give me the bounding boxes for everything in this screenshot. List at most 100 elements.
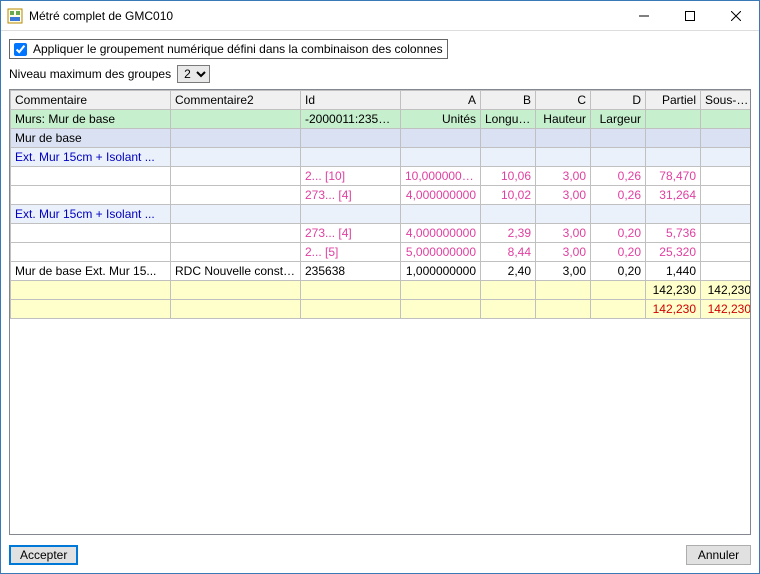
cell-id: -2000011:235565...: [301, 110, 401, 129]
cell-a: Unités: [401, 110, 481, 129]
cell-partiel: [646, 110, 701, 129]
content-area: Appliquer le groupement numérique défini…: [1, 31, 759, 539]
cell-soustotal: [701, 262, 752, 281]
cell-c: 3,00: [536, 224, 591, 243]
grouping-checkbox-row[interactable]: Appliquer le groupement numérique défini…: [9, 39, 448, 59]
cell-soustotal: [701, 186, 752, 205]
cell-a: 1,000000000: [401, 262, 481, 281]
cell-commentaire2: RDC Nouvelle constructi...: [171, 262, 301, 281]
table-row[interactable]: 2... [5]5,0000000008,443,000,2025,320: [11, 243, 752, 262]
cell-c: Hauteur: [536, 110, 591, 129]
table-row[interactable]: Mur de base: [11, 129, 752, 148]
cell-soustotal: [701, 129, 752, 148]
cell-commentaire2: [171, 300, 301, 319]
cell-commentaire: Murs: Mur de base: [11, 110, 171, 129]
cell-d: 0,20: [591, 243, 646, 262]
table-row[interactable]: 142,230142,230: [11, 281, 752, 300]
cell-b: [481, 148, 536, 167]
table-row[interactable]: 273... [4]4,00000000010,023,000,2631,264: [11, 186, 752, 205]
cell-c: [536, 300, 591, 319]
table-row[interactable]: 2... [10]10,00000000010,063,000,2678,470: [11, 167, 752, 186]
cell-d: [591, 205, 646, 224]
cell-id: [301, 300, 401, 319]
cell-soustotal: [701, 243, 752, 262]
cell-soustotal: [701, 148, 752, 167]
col-header-a[interactable]: A: [401, 91, 481, 110]
cell-partiel: 142,230: [646, 300, 701, 319]
cell-partiel: 25,320: [646, 243, 701, 262]
cell-partiel: 31,264: [646, 186, 701, 205]
col-header-c[interactable]: C: [536, 91, 591, 110]
cell-id: [301, 205, 401, 224]
col-header-b[interactable]: B: [481, 91, 536, 110]
cell-c: 3,00: [536, 167, 591, 186]
cell-a: 4,000000000: [401, 224, 481, 243]
cell-b: 2,40: [481, 262, 536, 281]
col-header-commentaire[interactable]: Commentaire: [11, 91, 171, 110]
cell-commentaire: Ext. Mur 15cm + Isolant ...: [11, 205, 171, 224]
cell-a: [401, 281, 481, 300]
cell-id: 235638: [301, 262, 401, 281]
cell-d: 0,26: [591, 167, 646, 186]
minimize-button[interactable]: [621, 1, 667, 30]
cell-commentaire2: [171, 243, 301, 262]
col-header-id[interactable]: Id: [301, 91, 401, 110]
cell-a: [401, 148, 481, 167]
table-row[interactable]: Ext. Mur 15cm + Isolant ...: [11, 205, 752, 224]
app-icon: [7, 8, 23, 24]
cell-id: 273... [4]: [301, 224, 401, 243]
group-level-select[interactable]: 2: [177, 65, 210, 83]
table-row[interactable]: 142,230142,230: [11, 300, 752, 319]
dialog-footer: Accepter Annuler: [1, 539, 759, 573]
cell-commentaire: [11, 167, 171, 186]
col-header-commentaire2[interactable]: Commentaire2: [171, 91, 301, 110]
group-level-label: Niveau maximum des groupes: [9, 67, 171, 81]
table-row[interactable]: Murs: Mur de base -2000011:235565...Unité…: [11, 110, 752, 129]
col-header-d[interactable]: D: [591, 91, 646, 110]
cell-soustotal: [701, 110, 752, 129]
grouping-checkbox-label: Appliquer le groupement numérique défini…: [33, 42, 443, 56]
close-button[interactable]: [713, 1, 759, 30]
cell-id: 2... [5]: [301, 243, 401, 262]
cell-soustotal: 142,230: [701, 300, 752, 319]
cell-a: 5,000000000: [401, 243, 481, 262]
cell-d: [591, 300, 646, 319]
cell-d: 0,20: [591, 224, 646, 243]
table-row[interactable]: Ext. Mur 15cm + Isolant ...: [11, 148, 752, 167]
cell-commentaire: Mur de base: [11, 129, 171, 148]
cell-b: 8,44: [481, 243, 536, 262]
cell-commentaire: [11, 243, 171, 262]
cell-c: [536, 205, 591, 224]
cell-d: [591, 281, 646, 300]
cell-commentaire: [11, 281, 171, 300]
cell-id: [301, 148, 401, 167]
table-row[interactable]: Mur de base Ext. Mur 15...RDC Nouvelle c…: [11, 262, 752, 281]
table-row[interactable]: 273... [4]4,0000000002,393,000,205,736: [11, 224, 752, 243]
group-level-row: Niveau maximum des groupes 2: [9, 65, 751, 83]
col-header-partiel[interactable]: Partiel: [646, 91, 701, 110]
cell-c: 3,00: [536, 262, 591, 281]
table-header-row: Commentaire Commentaire2 Id A B C D Part…: [11, 91, 752, 110]
data-table-container: Commentaire Commentaire2 Id A B C D Part…: [9, 89, 751, 535]
footer-spacer: [86, 545, 678, 565]
maximize-button[interactable]: [667, 1, 713, 30]
cell-b: Longueur: [481, 110, 536, 129]
cell-commentaire: [11, 224, 171, 243]
cell-b: [481, 300, 536, 319]
cell-d: 0,20: [591, 262, 646, 281]
title-bar: Métré complet de GMC010: [1, 1, 759, 31]
cell-commentaire2: [171, 129, 301, 148]
cell-soustotal: [701, 224, 752, 243]
cell-partiel: 5,736: [646, 224, 701, 243]
cancel-button[interactable]: Annuler: [686, 545, 751, 565]
accept-button[interactable]: Accepter: [9, 545, 78, 565]
cell-commentaire2: [171, 167, 301, 186]
cell-b: 10,02: [481, 186, 536, 205]
cell-d: [591, 148, 646, 167]
cell-partiel: [646, 205, 701, 224]
cell-soustotal: [701, 205, 752, 224]
col-header-soustotal[interactable]: Sous-total: [701, 91, 752, 110]
cell-a: 10,000000000: [401, 167, 481, 186]
grouping-checkbox[interactable]: [14, 43, 27, 56]
cell-d: [591, 129, 646, 148]
